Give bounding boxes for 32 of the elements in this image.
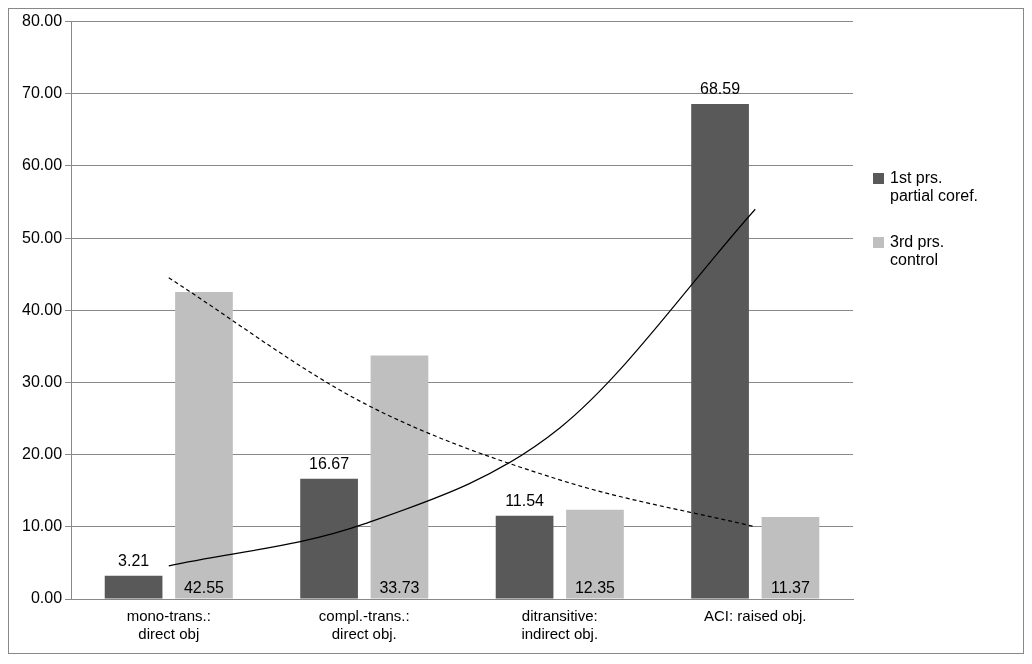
bar bbox=[300, 478, 358, 599]
data-label: 16.67 bbox=[309, 455, 350, 473]
y-tick-label: 80.00 bbox=[21, 12, 63, 30]
y-tick-label: 60.00 bbox=[21, 156, 63, 174]
line-series bbox=[168, 208, 756, 567]
bar bbox=[370, 355, 429, 599]
data-label: 3.21 bbox=[118, 552, 150, 570]
data-label: 42.55 bbox=[183, 578, 225, 596]
legend-label: 1st prs. partial coref. bbox=[890, 169, 980, 205]
y-tick-label: 70.00 bbox=[21, 84, 63, 102]
y-tick-label: 10.00 bbox=[21, 517, 63, 535]
bar bbox=[566, 509, 624, 599]
bar bbox=[761, 516, 820, 599]
x-tick-label: compl.-trans.: direct obj. bbox=[318, 607, 410, 643]
data-label: 68.59 bbox=[700, 80, 741, 98]
bar bbox=[495, 515, 554, 599]
bar bbox=[104, 575, 163, 599]
y-tick-label: 20.00 bbox=[21, 445, 63, 463]
data-label: 11.37 bbox=[771, 578, 810, 596]
legend-label: 3rd prs. control bbox=[890, 233, 946, 269]
data-label: 11.54 bbox=[505, 492, 545, 510]
x-tick-label: ACI: raised obj. bbox=[703, 607, 807, 625]
x-tick-label: mono-trans.: direct obj bbox=[126, 607, 211, 643]
y-tick-label: 30.00 bbox=[21, 372, 63, 390]
x-tick-label: ditransitive: indirect obj. bbox=[521, 607, 599, 643]
y-tick-label: 50.00 bbox=[21, 228, 63, 246]
y-tick-label: 40.00 bbox=[21, 300, 63, 318]
bar bbox=[175, 291, 233, 599]
y-tick-label: 0.00 bbox=[30, 589, 63, 607]
data-label: 12.35 bbox=[574, 578, 616, 596]
data-label: 33.73 bbox=[379, 578, 420, 596]
bar bbox=[691, 103, 749, 599]
